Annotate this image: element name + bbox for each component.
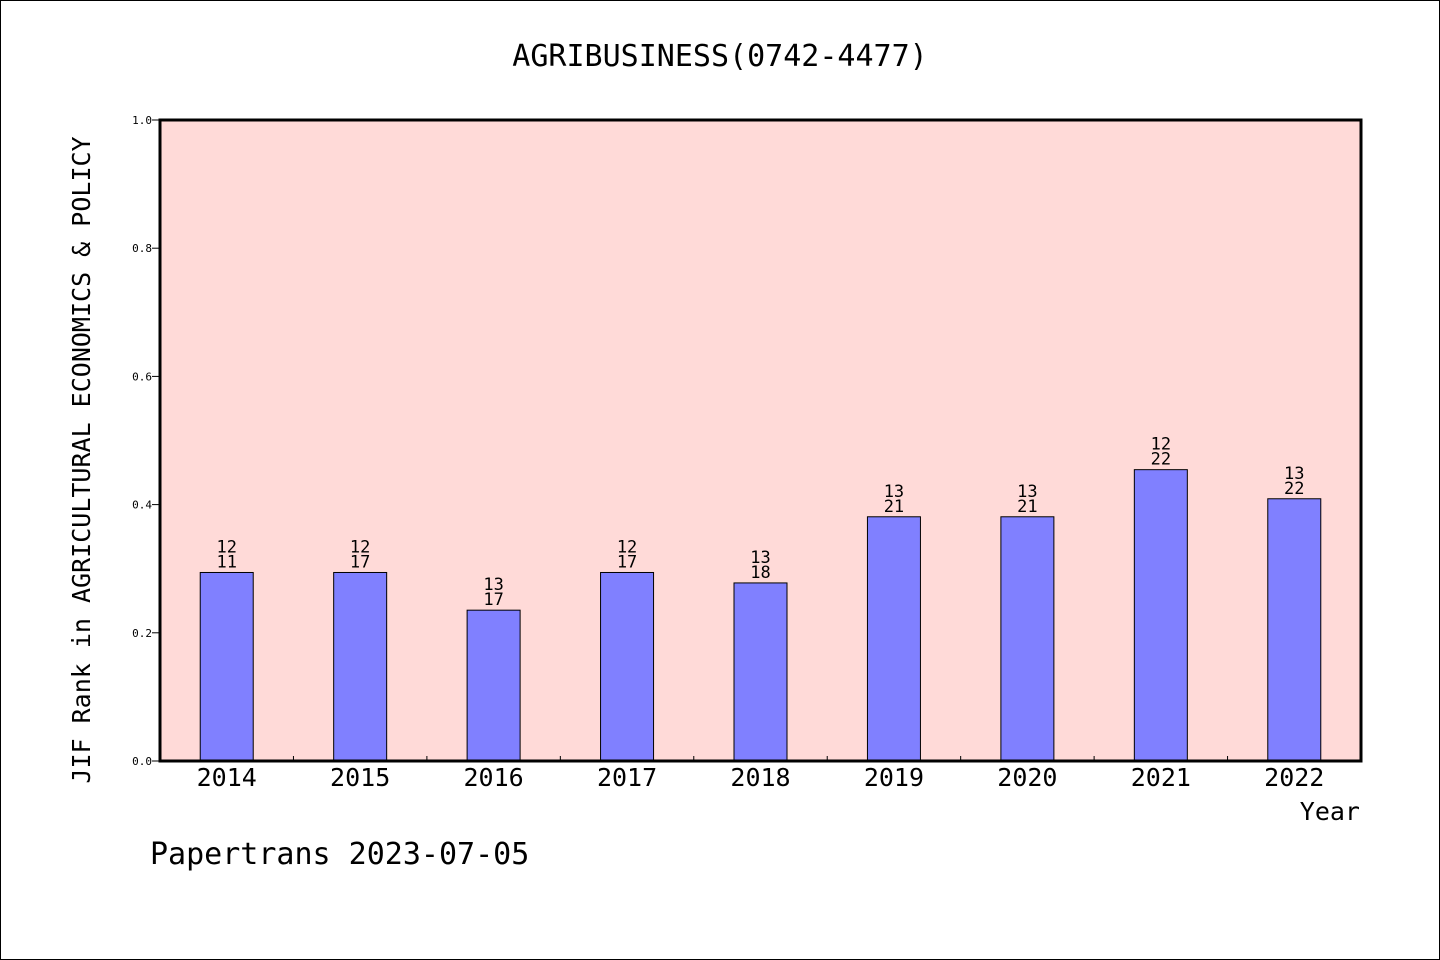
y-tick-label: 0.2 — [132, 627, 152, 640]
data-label-top: 12 — [350, 537, 370, 557]
x-axis-label: Year — [1300, 797, 1360, 826]
x-tick-label: 2022 — [1264, 763, 1324, 792]
bar-2022 — [1267, 498, 1322, 762]
y-tick-label: 0.4 — [132, 499, 152, 512]
y-tick-label: 0.0 — [132, 755, 152, 768]
bar-2014 — [199, 571, 254, 762]
data-label-top: 12 — [617, 537, 637, 557]
bar-2021 — [1133, 469, 1188, 762]
x-tick-label: 2019 — [864, 763, 924, 792]
data-label-top: 13 — [884, 482, 904, 502]
data-label-bottom: 18 — [750, 563, 770, 583]
data-label-bottom: 17 — [483, 590, 503, 610]
x-axis: 2014 2015 2016 2017 2018 2019 2020 2021 2022 — [159, 756, 1362, 792]
chart-title: AGRIBUSINESS(0742-4477) — [512, 39, 927, 74]
plot-border — [158, 118, 1363, 763]
data-label-top: 12 — [216, 537, 236, 557]
data-label-bottom: 17 — [350, 552, 370, 572]
x-tick-label: 2016 — [464, 763, 524, 792]
bar-2016 — [466, 609, 521, 762]
bar-2019 — [866, 516, 921, 762]
bar-2015 — [333, 571, 388, 762]
y-tick-label: 0.6 — [132, 370, 152, 383]
y-tick-label: 1.0 — [132, 114, 152, 127]
x-tick-label: 2021 — [1131, 763, 1191, 792]
x-tick-label: 2015 — [330, 763, 390, 792]
bar-2018 — [733, 582, 788, 762]
data-label-bottom: 21 — [884, 497, 904, 517]
data-label-bottom: 17 — [617, 552, 637, 572]
x-tick-label: 2017 — [597, 763, 657, 792]
footer-text: Papertrans 2023-07-05 — [150, 837, 529, 872]
y-tick-label: 0.8 — [132, 242, 152, 255]
data-label-top: 13 — [1284, 464, 1304, 484]
bars-group — [199, 469, 1322, 762]
x-tick-label: 2018 — [730, 763, 790, 792]
bar-2017 — [600, 571, 655, 762]
data-label-top: 13 — [1017, 482, 1037, 502]
data-label-bottom: 22 — [1284, 479, 1304, 499]
y-axis: 0.0 0.2 0.4 0.6 0.8 1.0 — [132, 114, 160, 768]
x-tick-label: 2020 — [997, 763, 1057, 792]
bar-2020 — [1000, 516, 1055, 762]
data-label-top: 12 — [1151, 435, 1171, 455]
data-label-top: 13 — [750, 548, 770, 568]
data-label-bottom: 11 — [216, 552, 236, 572]
data-label-top: 13 — [483, 575, 503, 595]
data-label-bottom: 22 — [1151, 450, 1171, 470]
y-axis-label: JIF Rank in AGRICULTURAL ECONOMICS & POL… — [67, 136, 96, 783]
x-tick-label: 2014 — [197, 763, 257, 792]
data-label-bottom: 21 — [1017, 497, 1037, 517]
